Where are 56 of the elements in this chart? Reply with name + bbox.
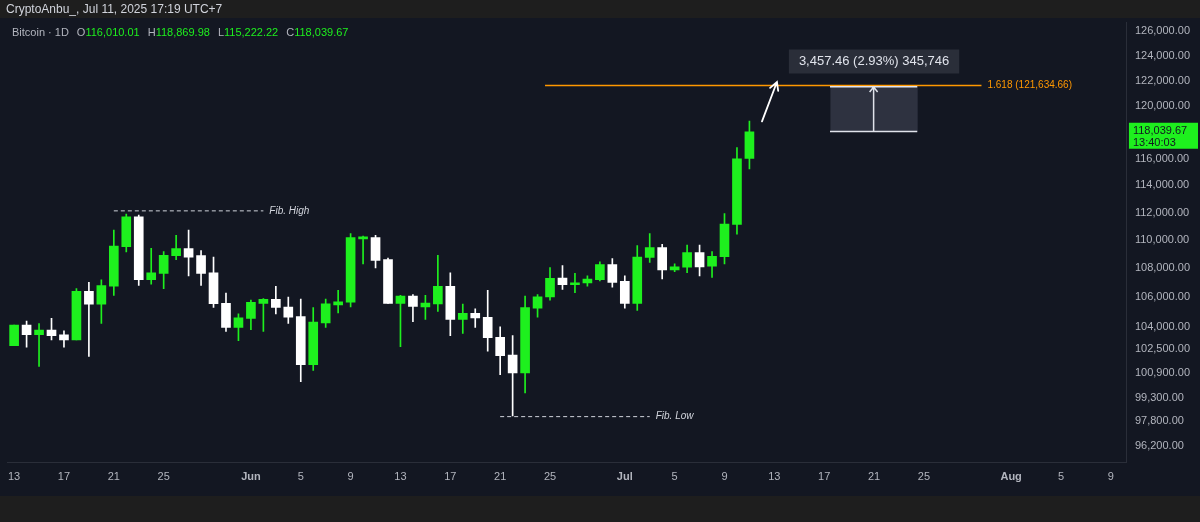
candlestick [470,308,481,328]
candlestick [59,330,69,348]
x-tick-label: Jul [616,470,633,483]
y-tick-label: 104,000.00 [1134,319,1191,332]
x-tick-label: 5 [297,470,304,483]
y-tick-label: 102,500.00 [1134,341,1191,354]
ref-line-label: 1.618 (121,634.66) [987,79,1072,91]
x-tick-label: 5 [671,470,678,483]
y-tick-label: 100,900.00 [1134,366,1191,379]
x-tick-label: 25 [543,470,557,483]
annotation: O116,010.01 [76,26,140,38]
y-tick-label: 108,000.00 [1134,261,1191,274]
y-tick-label: 97,800.00 [1134,414,1184,427]
x-tick-label: 17 [818,470,831,483]
candlestick [333,290,343,314]
x-tick-label: Jun [241,470,261,483]
text: 118,039.67 [1132,123,1188,136]
x-tick-label: 21 [867,470,881,483]
y-tick-label: 112,000.00 [1134,205,1190,218]
x-tick-label: 9 [721,470,728,483]
x-tick-label: Aug [1000,470,1022,483]
annotation: H118,869.98 [147,26,210,38]
annotation: 3,457.46 (2.93%) 345,746 [798,53,950,69]
x-tick-label: 13 [768,470,781,483]
ref-line-label: Fib. Low [655,410,695,422]
y-tick-label: 116,000.00 [1134,151,1190,164]
y-tick-label: 126,000.00 [1134,24,1191,37]
x-tick-label: 21 [494,470,507,483]
candlestick [34,323,44,367]
y-tick-label: 124,000.00 [1134,49,1191,61]
y-tick-label: 106,000.00 [1134,290,1191,303]
x-tick-label: 25 [917,470,931,483]
candlestick [84,282,94,357]
ref-line-label: Fib. High [269,204,310,216]
chart-title: Bitcoin · 1D [12,26,69,38]
candlestick [146,248,157,285]
x-tick-label: 13 [394,470,407,483]
x-tick-label: 17 [57,470,71,483]
x-tick-label: 9 [1107,470,1114,483]
x-tick-label: 25 [157,470,170,483]
x-tick-label: 9 [347,470,354,483]
x-tick-label: 21 [107,470,120,483]
annotation: C118,039.67 [286,26,349,38]
annotation: L115,222.22 [217,26,279,38]
x-tick-label: 17 [444,470,457,483]
y-tick-label: 96,200.00 [1134,439,1184,452]
x-tick-label: 13 [7,470,21,483]
y-tick-label: 120,000.00 [1134,99,1191,112]
text: 13:40:03 [1132,135,1176,148]
y-tick-label: 122,000.00 [1134,74,1191,87]
y-tick-label: 99,300.00 [1134,390,1184,403]
candlestick [457,303,468,334]
x-tick-label: 5 [1057,470,1065,483]
y-tick-label: 114,000.00 [1134,178,1190,191]
chart-subtitle: CryptoAnbu_, Jul 11, 2025 17:19 UTC+7 [0,0,1200,18]
y-tick-label: 110,000.00 [1134,233,1190,246]
